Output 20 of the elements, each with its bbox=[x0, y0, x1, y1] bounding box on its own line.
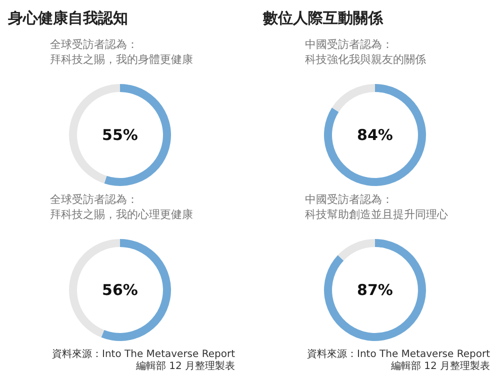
chart-subtitle: 全球受訪者認為：拜科技之賜，我的心理更健康 bbox=[50, 192, 193, 222]
source-note: 資料來源：Into The Metaverse Report bbox=[307, 349, 490, 360]
donut-slice bbox=[324, 84, 426, 186]
text: 87% bbox=[357, 281, 393, 299]
chart-subtitle: 中國受訪者認為：科技幫助創造並且提升同理心 bbox=[305, 192, 448, 222]
text: 84% bbox=[357, 126, 393, 144]
chart-title: 身心健康自我認知 bbox=[8, 9, 128, 28]
text: 編輯部 12 月整理製表 bbox=[390, 361, 490, 373]
chart-subtitle: 中國受訪者認為：科技強化我與親友的關係 bbox=[305, 37, 426, 67]
text: 55% bbox=[102, 126, 138, 144]
source-note: 資料來源：Into The Metaverse Report bbox=[52, 349, 235, 360]
text: 編輯部 12 月整理製表 bbox=[134, 361, 235, 373]
donut-slice bbox=[338, 239, 375, 261]
text: 56% bbox=[102, 281, 138, 299]
chart-subtitle: 全球受訪者認為：拜科技之賜，我的身體更健康 bbox=[50, 37, 193, 67]
donut-slice bbox=[324, 239, 426, 341]
chart-title: 數位人際互動關係 bbox=[263, 9, 383, 28]
donut-slice bbox=[101, 239, 171, 341]
donut-slice bbox=[104, 84, 171, 186]
donut-slice bbox=[332, 84, 375, 112]
